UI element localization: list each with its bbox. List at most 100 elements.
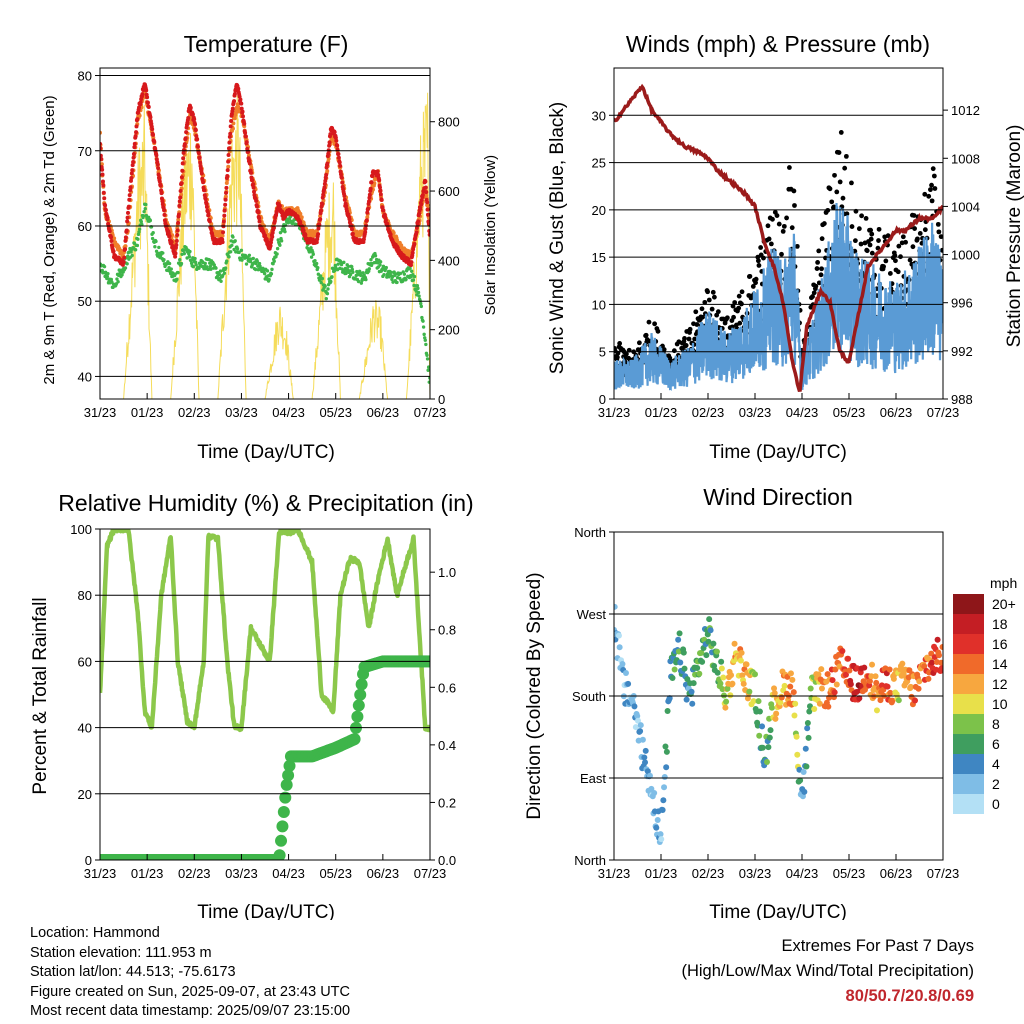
dewpoint-point: [369, 258, 373, 262]
temp-2m-point: [103, 203, 108, 208]
temp-2m-point: [298, 220, 303, 225]
dewpoint-point: [214, 266, 218, 270]
gust-point: [682, 336, 687, 341]
dewpoint-point: [426, 365, 430, 369]
dewpoint-point: [203, 261, 207, 266]
gust-point: [832, 172, 837, 178]
temp-2m-point: [236, 86, 241, 91]
temp-2m-point: [363, 226, 368, 231]
temp-9m-point: [112, 236, 117, 241]
temp-9m-point: [223, 194, 228, 199]
dewpoint-point: [105, 274, 110, 279]
direction-point: [791, 712, 798, 719]
dewpoint-point: [130, 253, 134, 258]
gust-point: [794, 243, 800, 249]
gust-point: [758, 245, 764, 250]
dewpoint-point: [350, 265, 354, 269]
direction-point: [939, 643, 943, 650]
x-tick-label: 07/23: [927, 405, 960, 420]
temp-2m-point: [197, 155, 202, 160]
direction-point: [689, 700, 696, 707]
colorbar-label: 10: [992, 696, 1008, 712]
temp-2m-point: [180, 161, 185, 166]
temp-2m-point: [314, 240, 319, 245]
direction-point: [671, 666, 678, 673]
temp-2m-point: [178, 188, 183, 193]
dewpoint-point: [255, 259, 259, 263]
direction-point: [856, 695, 863, 702]
colorbar-label: 20+: [992, 596, 1016, 612]
dewpoint-point: [137, 230, 141, 234]
colorbar-swatch: [953, 694, 984, 714]
temp-2m-point: [186, 115, 191, 120]
temp-2m-point: [332, 130, 337, 135]
dewpoint-point: [247, 253, 252, 257]
dewpoint-point: [265, 269, 270, 273]
temp-9m-point: [298, 211, 303, 216]
temp-2m-point: [228, 124, 233, 129]
temp-2m-point: [316, 232, 321, 237]
dewpoint-point: [251, 256, 256, 261]
left-y-tick-label: 30: [592, 108, 606, 123]
dewpoint-point: [188, 249, 192, 254]
dewpoint-point: [283, 229, 287, 234]
gust-point: [737, 320, 743, 326]
gust-point: [815, 260, 821, 265]
gust-point: [900, 234, 906, 240]
temp-2m-point: [414, 225, 419, 230]
dewpoint-point: [364, 277, 368, 282]
precip-point: [277, 806, 290, 819]
temp-2m-point: [249, 170, 254, 175]
direction-point: [793, 733, 800, 740]
direction-point: [663, 748, 670, 755]
direction-point: [815, 671, 822, 678]
temp-2m-point: [206, 211, 211, 216]
left-y-tick-label: 15: [592, 250, 606, 265]
precip-point: [283, 759, 296, 772]
temp-2m-point: [367, 192, 372, 197]
extremes-subtitle: (High/Low/Max Wind/Total Precipitation): [681, 962, 974, 980]
gust-point: [881, 264, 886, 269]
direction-point: [723, 698, 730, 705]
temp-2m-point: [125, 219, 130, 224]
temp-2m-point: [364, 218, 369, 223]
temp-2m-point: [409, 263, 414, 268]
dewpoint-point: [167, 261, 172, 266]
gust-point: [661, 347, 667, 352]
gust-point: [852, 238, 858, 244]
dewpoint-point: [412, 274, 417, 279]
dewpoint-point: [309, 255, 314, 259]
gust-point: [930, 166, 936, 172]
temp-2m-point: [369, 180, 374, 185]
direction-point: [928, 659, 935, 666]
dewpoint-point: [316, 266, 320, 270]
winds-ylabel-left: Sonic Wind & Gust (Blue, Black): [547, 102, 568, 374]
temp-2m-point: [251, 182, 256, 187]
dewpoint-point: [382, 272, 386, 277]
temp-2m-point: [318, 217, 323, 222]
temp-2m-point: [222, 208, 227, 213]
direction-point: [637, 722, 644, 729]
temp-9m-point: [220, 233, 225, 238]
gust-point: [922, 191, 928, 197]
temp-2m-point: [156, 172, 161, 177]
gust-point: [831, 204, 837, 210]
direction-point: [866, 678, 873, 685]
direction-point: [805, 734, 812, 741]
colorbar-swatch: [953, 734, 984, 754]
dewpoint-point: [125, 262, 129, 266]
dewpoint-point: [422, 332, 426, 337]
colorbar-label: 6: [992, 736, 1000, 752]
temp-2m-point: [184, 130, 189, 135]
direction-point: [787, 670, 794, 677]
right-y-tick-label: 0.2: [438, 795, 456, 810]
temp-2m-point: [173, 254, 178, 259]
direction-point: [877, 697, 884, 704]
gust-point: [768, 241, 774, 247]
direction-point: [847, 681, 854, 688]
dewpoint-point: [267, 277, 271, 282]
temp-2m-point: [103, 208, 108, 213]
dewpoint-point: [109, 277, 114, 282]
gust-point: [819, 236, 825, 242]
colorbar-label: 4: [992, 756, 1000, 772]
